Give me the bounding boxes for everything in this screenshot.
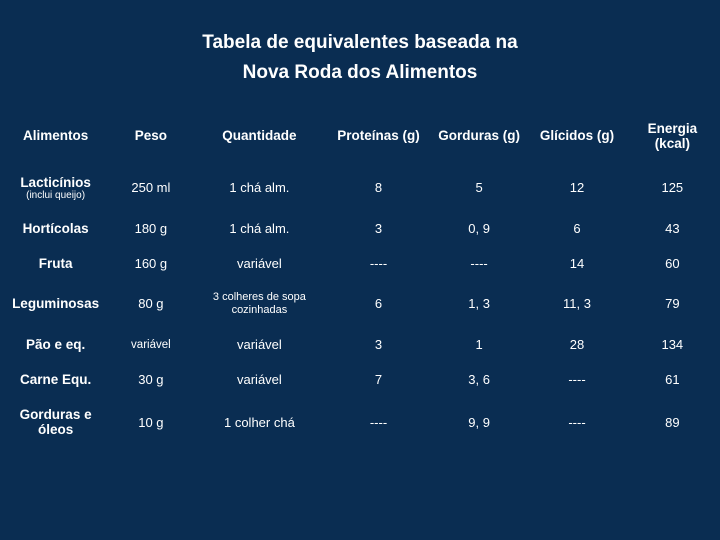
cell-peso: 250 ml xyxy=(111,165,190,211)
cell-proteinas: ---- xyxy=(328,397,429,447)
title-line-2: Nova Roda dos Alimentos xyxy=(0,58,720,88)
cell-energia: 43 xyxy=(625,211,720,246)
cell-alimentos: Lacticínios(inclui queijo) xyxy=(0,165,111,211)
table-row: Gorduras e óleos10 g1 colher chá----9, 9… xyxy=(0,397,720,447)
cell-alimentos: Gorduras e óleos xyxy=(0,397,111,447)
food-name: Hortícolas xyxy=(4,221,107,236)
cell-alimentos: Hortícolas xyxy=(0,211,111,246)
col-energia: Energia (kcal) xyxy=(625,113,720,165)
cell-energia: 60 xyxy=(625,246,720,281)
cell-energia: 134 xyxy=(625,327,720,362)
cell-quantidade: variável xyxy=(191,246,329,281)
food-name: Gorduras e óleos xyxy=(4,407,107,437)
table-row: Fruta160 gvariável--------1460 xyxy=(0,246,720,281)
equivalence-table: Alimentos Peso Quantidade Proteínas (g) … xyxy=(0,113,720,447)
col-alimentos: Alimentos xyxy=(0,113,111,165)
cell-gorduras: 5 xyxy=(429,165,530,211)
cell-peso: 180 g xyxy=(111,211,190,246)
cell-peso: 10 g xyxy=(111,397,190,447)
title-line-1: Tabela de equivalentes baseada na xyxy=(0,28,720,58)
food-name: Fruta xyxy=(4,256,107,271)
cell-gorduras: 1, 3 xyxy=(429,281,530,327)
cell-proteinas: 6 xyxy=(328,281,429,327)
cell-energia: 125 xyxy=(625,165,720,211)
cell-peso: 160 g xyxy=(111,246,190,281)
table-row: Pão e eq.variávelvariável3128134 xyxy=(0,327,720,362)
food-name: Leguminosas xyxy=(4,296,107,311)
cell-proteinas: 3 xyxy=(328,327,429,362)
cell-glicidos: ---- xyxy=(529,362,624,397)
cell-quantidade: 3 colheres de sopa cozinhadas xyxy=(191,281,329,327)
cell-peso: 30 g xyxy=(111,362,190,397)
cell-alimentos: Fruta xyxy=(0,246,111,281)
cell-proteinas: 8 xyxy=(328,165,429,211)
col-peso: Peso xyxy=(111,113,190,165)
cell-gorduras: 0, 9 xyxy=(429,211,530,246)
cell-energia: 61 xyxy=(625,362,720,397)
cell-proteinas: 3 xyxy=(328,211,429,246)
food-note: (inclui queijo) xyxy=(4,190,107,201)
table-row: Lacticínios(inclui queijo)250 ml1 chá al… xyxy=(0,165,720,211)
food-name: Pão e eq. xyxy=(4,337,107,352)
cell-alimentos: Carne Equ. xyxy=(0,362,111,397)
cell-peso: 80 g xyxy=(111,281,190,327)
cell-glicidos: 11, 3 xyxy=(529,281,624,327)
col-gorduras: Gorduras (g) xyxy=(429,113,530,165)
cell-glicidos: 28 xyxy=(529,327,624,362)
cell-energia: 89 xyxy=(625,397,720,447)
cell-glicidos: 6 xyxy=(529,211,624,246)
cell-quantidade: variável xyxy=(191,362,329,397)
cell-glicidos: ---- xyxy=(529,397,624,447)
cell-alimentos: Pão e eq. xyxy=(0,327,111,362)
cell-quantidade: 1 colher chá xyxy=(191,397,329,447)
col-quantidade: Quantidade xyxy=(191,113,329,165)
cell-quantidade: variável xyxy=(191,327,329,362)
food-name: Carne Equ. xyxy=(4,372,107,387)
cell-gorduras: 9, 9 xyxy=(429,397,530,447)
cell-glicidos: 12 xyxy=(529,165,624,211)
cell-glicidos: 14 xyxy=(529,246,624,281)
table-row: Carne Equ. 30 gvariável73, 6----61 xyxy=(0,362,720,397)
cell-proteinas: ---- xyxy=(328,246,429,281)
col-proteinas: Proteínas (g) xyxy=(328,113,429,165)
cell-gorduras: 1 xyxy=(429,327,530,362)
table-row: Leguminosas 80 g3 colheres de sopa cozinh… xyxy=(0,281,720,327)
cell-peso: variável xyxy=(111,327,190,362)
title-block: Tabela de equivalentes baseada na Nova R… xyxy=(0,0,720,113)
cell-alimentos: Leguminosas xyxy=(0,281,111,327)
cell-quantidade: 1 chá alm. xyxy=(191,165,329,211)
table-header-row: Alimentos Peso Quantidade Proteínas (g) … xyxy=(0,113,720,165)
col-glicidos: Glícidos (g) xyxy=(529,113,624,165)
cell-energia: 79 xyxy=(625,281,720,327)
cell-gorduras: 3, 6 xyxy=(429,362,530,397)
cell-proteinas: 7 xyxy=(328,362,429,397)
food-name: Lacticínios xyxy=(4,175,107,190)
table-row: Hortícolas 180 g1 chá alm.30, 9643 xyxy=(0,211,720,246)
cell-quantidade: 1 chá alm. xyxy=(191,211,329,246)
cell-gorduras: ---- xyxy=(429,246,530,281)
